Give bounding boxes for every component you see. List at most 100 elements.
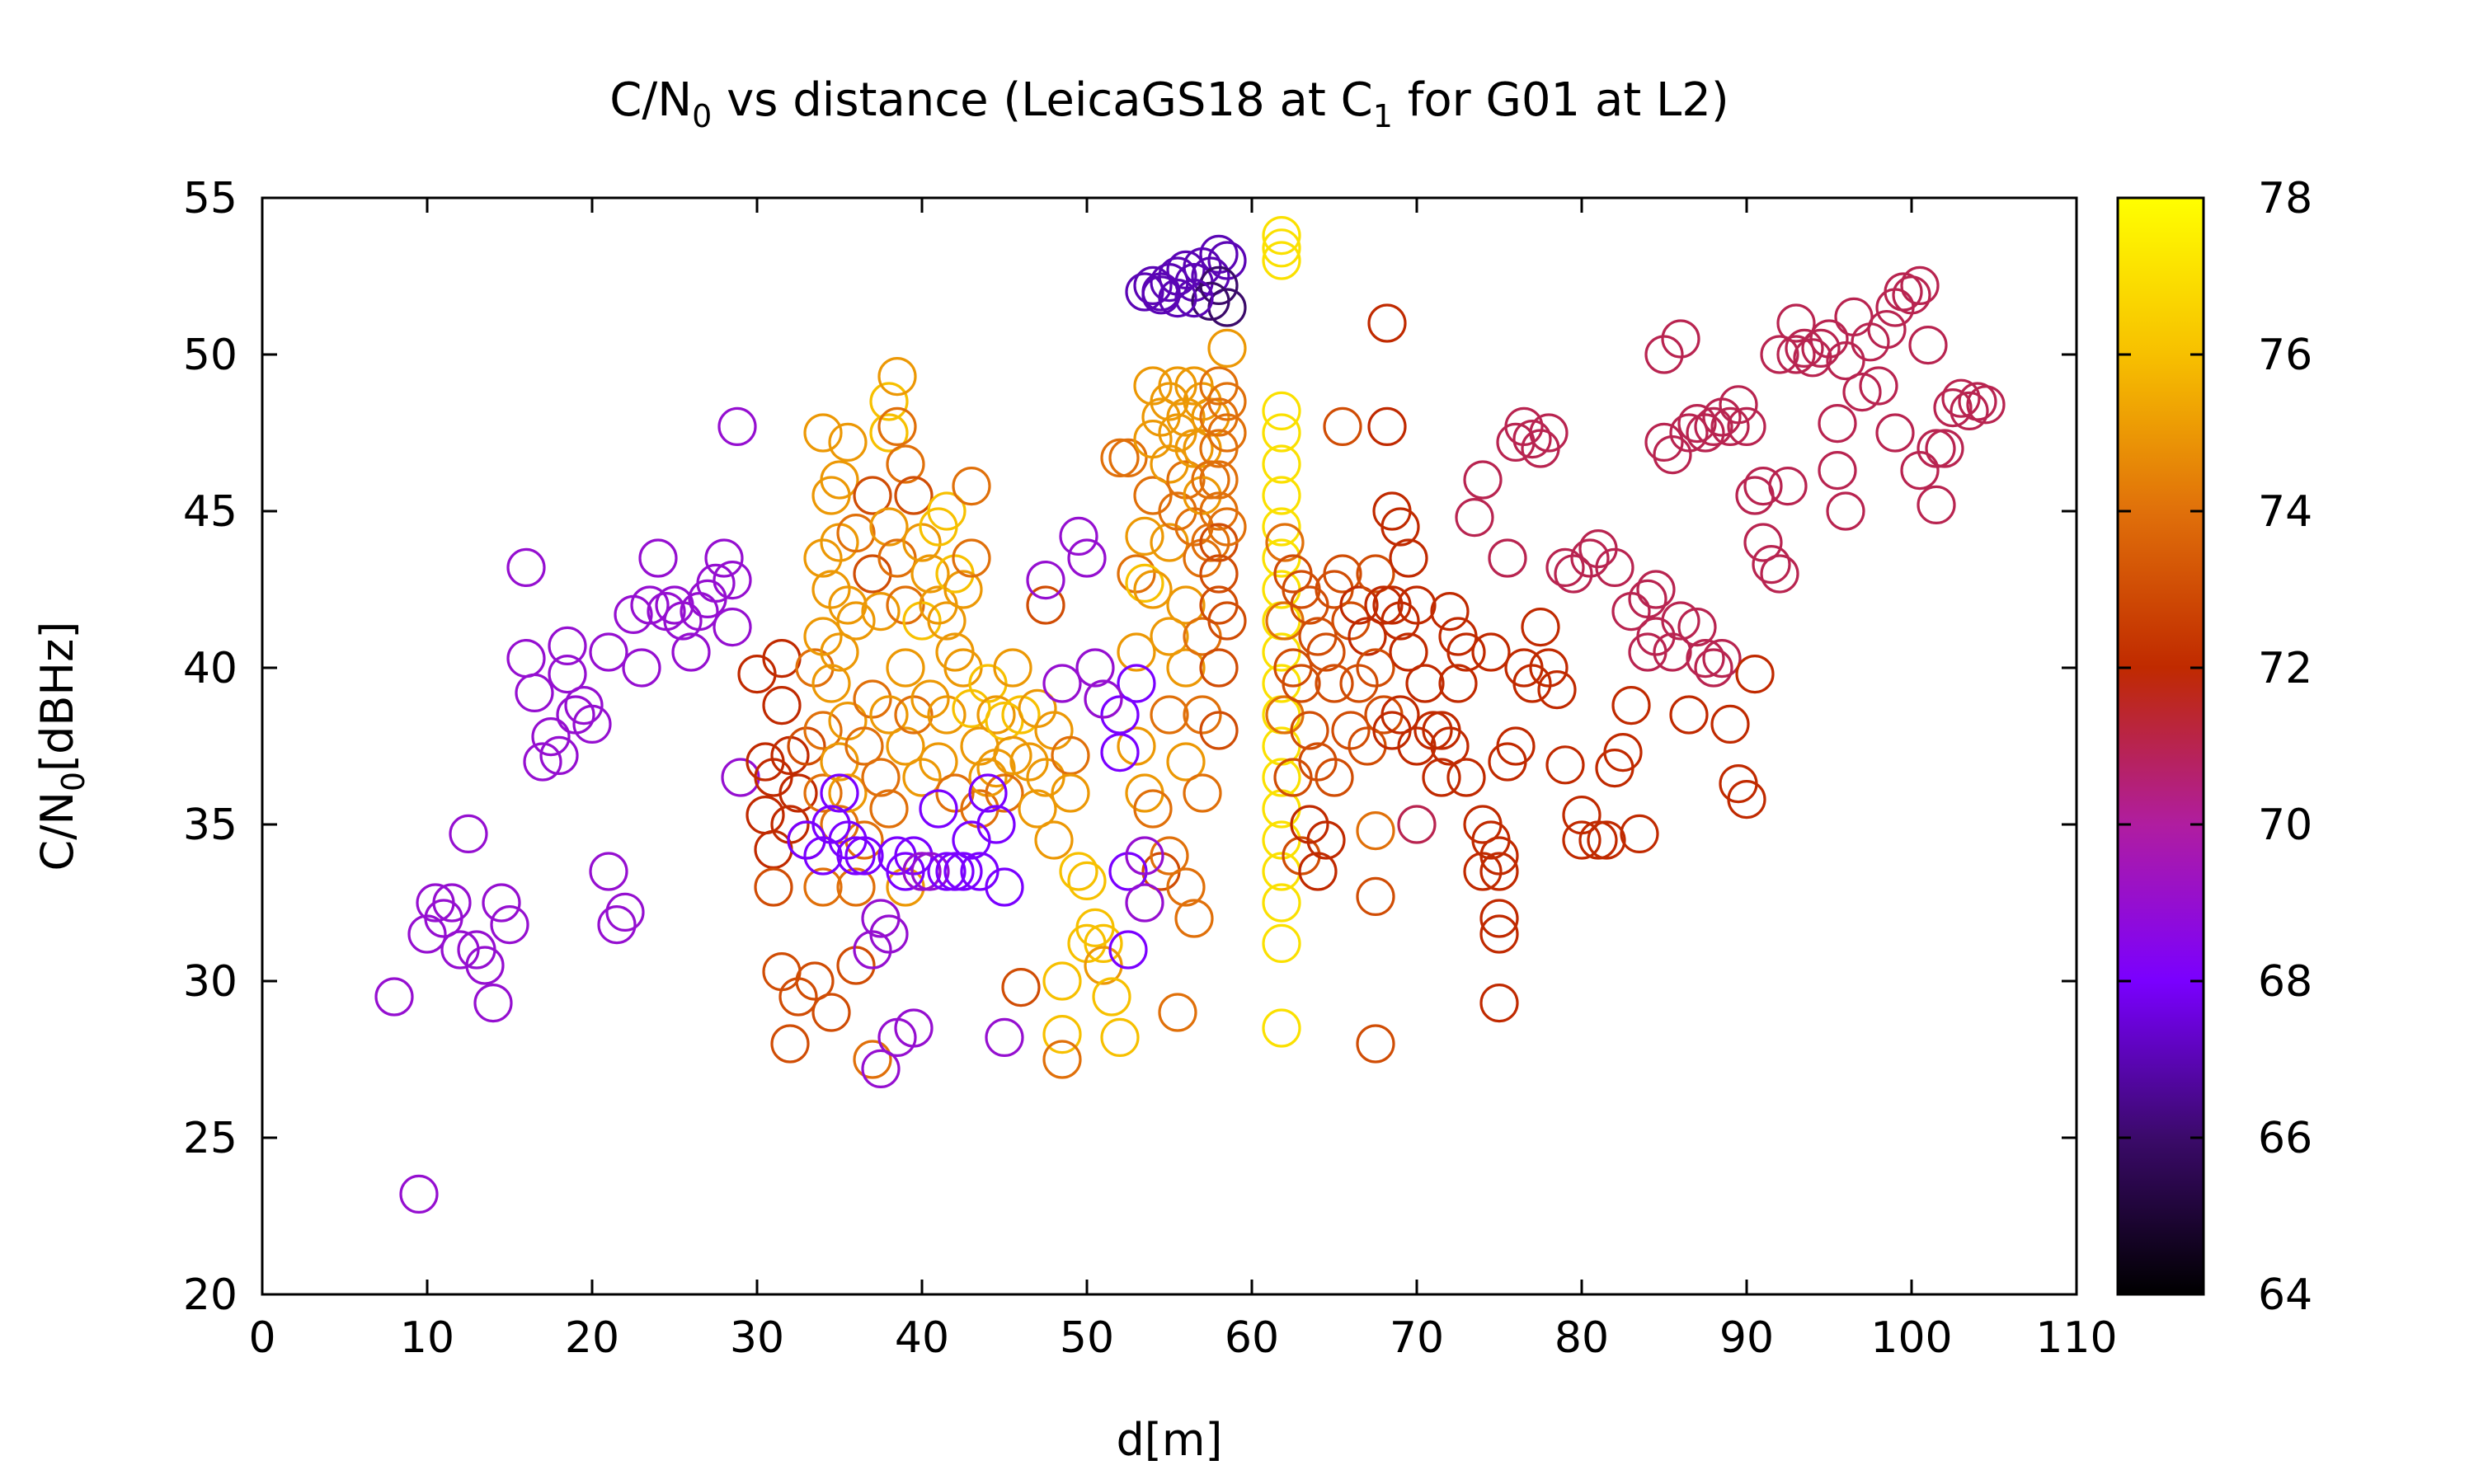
data-point: [1207, 601, 1247, 641]
data-point: [605, 892, 645, 932]
data-point: [1125, 516, 1164, 556]
data-point: [902, 601, 942, 641]
data-point: [1331, 711, 1371, 750]
data-point: [754, 829, 793, 870]
data-point: [1262, 228, 1301, 268]
data-point: [1356, 810, 1395, 851]
data-point: [877, 357, 917, 397]
data-point: [1265, 523, 1305, 562]
x-tick-label: 0: [248, 1313, 275, 1363]
data-point: [1818, 403, 1857, 444]
data-point: [976, 695, 1016, 735]
data-point: [1397, 585, 1437, 625]
data-point: [1727, 779, 1766, 819]
data-point: [836, 946, 876, 985]
data-point: [902, 523, 942, 562]
data-point: [1925, 429, 1964, 468]
data-point: [1430, 591, 1470, 632]
data-point: [811, 570, 851, 609]
data-point: [1471, 632, 1511, 672]
data-point: [1380, 507, 1420, 547]
data-point: [440, 930, 480, 970]
data-point: [1710, 704, 1750, 744]
data-point: [1183, 773, 1222, 813]
data-point: [828, 701, 868, 741]
data-point: [1042, 664, 1082, 703]
colorbar-tick-label: 68: [2258, 957, 2312, 1007]
data-point: [1578, 820, 1618, 860]
data-point: [1339, 585, 1379, 625]
data-point: [803, 617, 843, 656]
data-point: [473, 983, 513, 1023]
data-point: [1034, 820, 1074, 860]
data-point: [1413, 711, 1453, 750]
data-point: [589, 632, 628, 672]
colorbar: 64 66 68 70 72 74 76 78: [2116, 174, 2312, 1320]
data-point: [1026, 758, 1065, 797]
data-point: [622, 648, 661, 688]
data-point: [1262, 413, 1301, 453]
data-point: [506, 547, 546, 588]
data-point: [713, 607, 752, 647]
data-point: [671, 632, 711, 672]
y-tick-label: 55: [183, 174, 238, 223]
data-point: [1183, 695, 1222, 735]
axes-layer: 0 10 20 30 40 50 60 70 80 90 100 110 20 25 30 35 40 45 50 5…: [183, 174, 2118, 1363]
data-point: [1125, 883, 1164, 923]
data-point: [1529, 648, 1569, 688]
data-point: [1760, 554, 1799, 594]
data-point: [1207, 328, 1247, 368]
x-tick-label: 110: [2035, 1313, 2117, 1363]
data-point: [927, 601, 967, 641]
data-point: [713, 560, 752, 600]
data-point: [482, 883, 521, 923]
data-point: [1133, 366, 1173, 406]
data-point: [1422, 758, 1461, 797]
data-point: [993, 648, 1032, 688]
y-tick-label: 50: [183, 331, 238, 380]
data-point: [1512, 419, 1552, 459]
data-point: [1150, 617, 1189, 656]
data-point: [1479, 983, 1519, 1023]
data-point: [1166, 250, 1206, 289]
data-point: [1867, 310, 1907, 350]
data-point: [1042, 1040, 1082, 1079]
data-point: [1694, 406, 1733, 447]
data-point: [1290, 711, 1329, 750]
data-point: [1611, 685, 1651, 726]
data-point: [1298, 852, 1338, 891]
data-point: [490, 904, 529, 945]
colorbar-gradient: [2116, 196, 2205, 1296]
data-point: [952, 466, 991, 506]
data-point: [1323, 554, 1362, 594]
data-point: [1125, 272, 1164, 312]
data-point: [820, 632, 859, 672]
data-point: [869, 695, 909, 735]
colorbar-tick-label: 78: [2258, 174, 2312, 223]
data-point: [1752, 544, 1791, 585]
y-tick-label: 25: [183, 1114, 238, 1163]
data-point: [531, 716, 571, 757]
data-point: [1117, 726, 1156, 766]
points-layer: [374, 216, 2006, 1214]
data-point: [597, 904, 637, 945]
data-point: [1067, 538, 1107, 578]
data-point: [952, 688, 991, 729]
data-point: [704, 538, 744, 578]
data-point: [1100, 1017, 1140, 1058]
data-point: [1306, 632, 1346, 672]
data-point: [1636, 570, 1676, 609]
data-point: [1397, 805, 1437, 844]
data-point: [1059, 852, 1098, 891]
data-point: [1367, 406, 1407, 447]
data-point: [1018, 789, 1057, 829]
data-point: [1644, 335, 1684, 374]
data-point: [1367, 303, 1407, 343]
data-point: [399, 1174, 439, 1214]
data-point: [1042, 1014, 1082, 1054]
data-point: [1537, 669, 1577, 710]
data-point: [894, 476, 934, 515]
data-point: [770, 1024, 810, 1064]
data-point: [1743, 523, 1783, 562]
data-point: [1356, 1024, 1395, 1064]
